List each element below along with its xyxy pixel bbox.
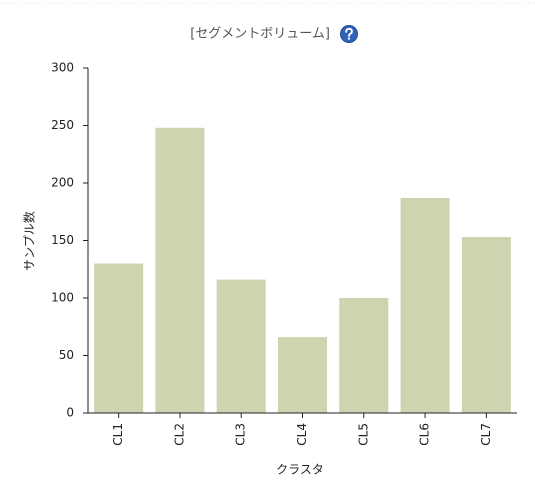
bar xyxy=(461,237,511,413)
chart-title: [セグメントボリューム] xyxy=(190,27,330,42)
help-icon-glyph xyxy=(345,27,353,37)
bar xyxy=(277,337,328,413)
help-icon[interactable] xyxy=(340,25,358,43)
help-icon-dot xyxy=(347,37,351,40)
x-tick-label: CL6 xyxy=(418,423,432,446)
bar xyxy=(155,127,205,414)
y-tick-label: 100 xyxy=(51,291,74,305)
x-tick-label: CL3 xyxy=(234,423,248,446)
bar xyxy=(400,197,450,413)
x-tick-label: CL1 xyxy=(111,423,125,446)
bar xyxy=(339,298,389,413)
y-tick-label: 300 xyxy=(51,61,74,75)
y-tick-label: 200 xyxy=(51,176,74,190)
bar xyxy=(216,279,266,413)
y-tick-label: 0 xyxy=(66,406,74,420)
y-tick-label: 250 xyxy=(51,118,74,132)
bar xyxy=(94,263,144,413)
y-axis-label: サンプル数 xyxy=(22,211,37,271)
x-tick-label: CL2 xyxy=(172,423,186,446)
x-tick-label: CL5 xyxy=(356,423,370,446)
x-axis-label: クラスタ xyxy=(276,463,324,477)
x-tick-label: CL4 xyxy=(295,423,309,446)
x-tick-label: CL7 xyxy=(479,423,493,446)
y-tick-label: 150 xyxy=(51,233,74,247)
y-tick-label: 50 xyxy=(59,348,74,362)
